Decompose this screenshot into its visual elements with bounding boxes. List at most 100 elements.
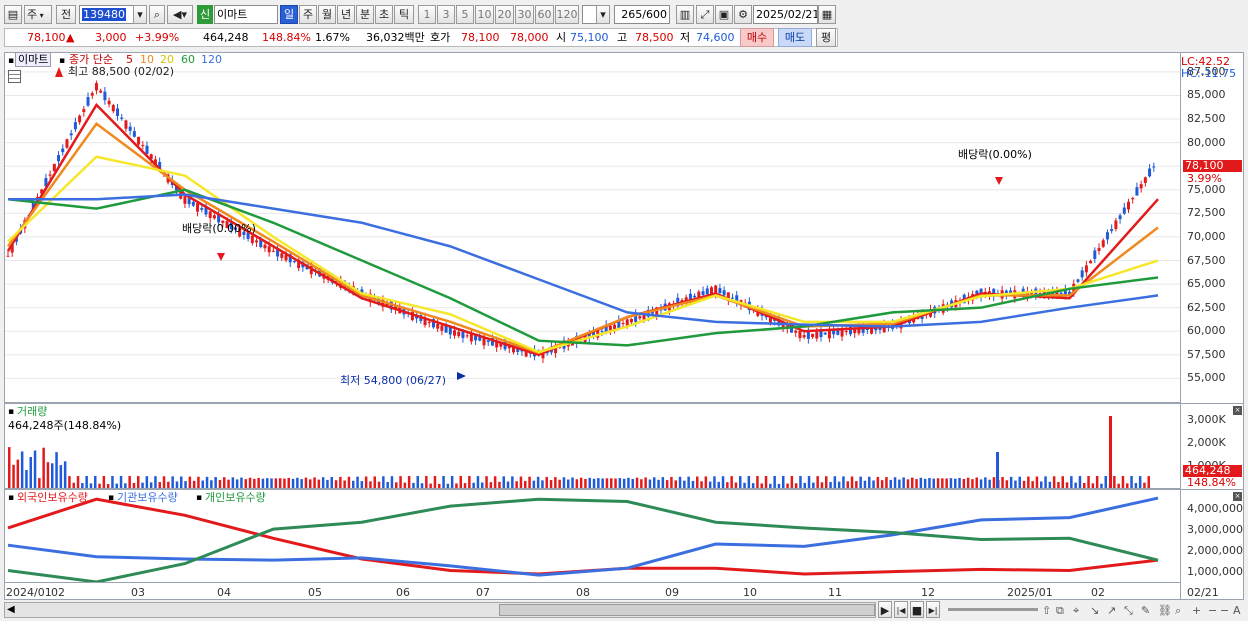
holdings-panel[interactable] — [4, 489, 1181, 583]
volume-bar — [248, 477, 252, 488]
grid-toggle-icon[interactable] — [8, 70, 21, 83]
scroll-first-icon[interactable]: |◀ — [894, 601, 908, 618]
horizontal-scrollbar[interactable]: ◀ — [4, 602, 876, 618]
period-type-select[interactable]: 주 ▾ — [24, 5, 52, 24]
volume-bar — [713, 476, 716, 488]
zoom-reset-icon[interactable]: − — [1220, 604, 1230, 617]
stop-icon[interactable]: ■ — [910, 601, 924, 618]
text-tool-icon[interactable]: A — [1233, 604, 1241, 617]
volume-bar — [721, 476, 725, 488]
interval-10-button[interactable]: 10 — [475, 5, 494, 24]
scroll-left-arrow-icon[interactable]: ◀ — [7, 604, 15, 615]
tab-day[interactable]: 일 — [280, 5, 298, 24]
zoom-in-icon[interactable]: + — [1192, 604, 1202, 617]
volume-bar — [966, 477, 970, 488]
volume-bar — [872, 480, 875, 488]
avg-price-button[interactable]: 평 — [816, 28, 836, 47]
interval-60-button[interactable]: 60 — [535, 5, 554, 24]
date-input[interactable]: 2025/02/21 — [753, 5, 818, 24]
candle-body — [832, 330, 836, 335]
save-icon[interactable]: ▣ — [715, 5, 733, 24]
scrollbar-thumb[interactable] — [499, 604, 875, 616]
volume-bar — [782, 476, 785, 488]
settings-gear-icon[interactable]: ⚙ — [734, 5, 752, 24]
candle-body — [773, 319, 777, 321]
hold-tick-1m: 1,000,000 — [1187, 565, 1243, 578]
volume-bar — [945, 478, 948, 488]
scroll-right-icon[interactable]: ▶ — [878, 601, 892, 618]
volume-chart-svg[interactable] — [5, 404, 1180, 488]
stock-code-input[interactable]: 139480 — [79, 5, 134, 24]
zoom-out-icon[interactable]: − — [1208, 604, 1218, 617]
volume-bar — [575, 479, 579, 488]
panel-menu-icon[interactable]: ▪ — [8, 56, 15, 66]
ma-legend-10: 10 — [140, 53, 154, 66]
dividend-arrow-icon-2 — [995, 177, 1003, 185]
volume-speaker-icon[interactable]: ◀▾ — [167, 5, 193, 24]
interval-1-button[interactable]: 1 — [418, 5, 436, 24]
buy-button[interactable]: 매수 — [740, 28, 774, 47]
interval-30-button[interactable]: 30 — [515, 5, 534, 24]
price-chart-svg[interactable] — [5, 53, 1180, 402]
hline-icon[interactable]: ↗ — [1107, 604, 1117, 617]
custom-interval-dropdown[interactable]: ▾ — [596, 5, 610, 24]
magnify-icon[interactable]: ⌕ — [1175, 604, 1182, 617]
price-tick-label: 75,000 — [1187, 182, 1226, 196]
volume-bar — [119, 476, 123, 488]
price-panel-title: 이마트 — [15, 52, 52, 67]
interval-20-button[interactable]: 20 — [495, 5, 514, 24]
trendline-icon[interactable]: ↘ — [1090, 604, 1100, 617]
tab-minute[interactable]: 분 — [356, 5, 374, 24]
tab-week[interactable]: 주 — [299, 5, 317, 24]
chart-type-icon[interactable]: ▥ — [676, 5, 694, 24]
pen-icon[interactable]: ✎ — [1141, 604, 1151, 617]
calendar-icon[interactable]: ▦ — [818, 5, 836, 24]
volume-bar — [1138, 476, 1142, 488]
ma-legend-20: 20 — [160, 53, 174, 66]
stock-code-dropdown[interactable]: ▾ — [133, 5, 147, 24]
volume-panel[interactable] — [4, 403, 1181, 489]
volume-panel-close-icon[interactable]: × — [1233, 406, 1242, 415]
prev-button[interactable]: 전 — [56, 5, 76, 24]
tab-tick[interactable]: 틱 — [394, 5, 414, 24]
interval-3-button[interactable]: 3 — [437, 5, 455, 24]
volume-bar — [855, 481, 858, 488]
search-icon[interactable]: ⌕ — [149, 5, 165, 24]
price-chart-panel[interactable] — [4, 52, 1181, 403]
stock-name-field[interactable]: 이마트 — [214, 5, 278, 24]
sell-button[interactable]: 매도 — [778, 28, 812, 47]
volume-bar — [446, 483, 450, 488]
interval-5-button[interactable]: 5 — [456, 5, 474, 24]
interval-120-button[interactable]: 120 — [555, 5, 579, 24]
trade-amount: 36,032백만 — [366, 31, 425, 44]
candle-body — [1059, 292, 1063, 295]
volume-bar — [653, 477, 656, 488]
volume-bar — [326, 479, 329, 488]
tab-month[interactable]: 월 — [318, 5, 336, 24]
fib-icon[interactable]: ⤡ — [1124, 604, 1133, 617]
crosshair-icon[interactable]: ⌖ — [1073, 604, 1080, 617]
holdings-chart-svg[interactable] — [5, 490, 1180, 582]
candle-body — [44, 178, 48, 187]
cursor-tool-icon[interactable]: ⇧ — [1042, 604, 1052, 617]
zoom-slider[interactable] — [948, 608, 1038, 611]
volume-bar — [291, 478, 295, 488]
copy-icon[interactable]: ⧉ — [1056, 604, 1064, 617]
holdings-panel-close-icon[interactable]: × — [1233, 492, 1242, 501]
volume-bar — [760, 483, 763, 488]
candle-body — [1076, 279, 1080, 282]
scroll-last-icon[interactable]: ▶| — [926, 601, 940, 618]
volume-bar — [1134, 483, 1138, 488]
x-label-04: 04 — [217, 586, 231, 599]
candle-body — [381, 299, 385, 307]
x-axis: 2024/01 02 03 04 05 06 07 08 09 10 11 12… — [4, 583, 1181, 600]
tab-year[interactable]: 년 — [337, 5, 355, 24]
volume-bar — [648, 479, 652, 488]
tab-second[interactable]: 초 — [375, 5, 393, 24]
volume-bar — [971, 479, 974, 488]
candle-body — [676, 297, 680, 307]
data-count-input[interactable]: 265/600 — [614, 5, 670, 24]
link-icon[interactable]: ⛓ — [1158, 604, 1172, 617]
draw-tool-icon[interactable]: ⤢ — [696, 5, 714, 24]
window-menu-button[interactable]: ▤ — [4, 5, 22, 24]
